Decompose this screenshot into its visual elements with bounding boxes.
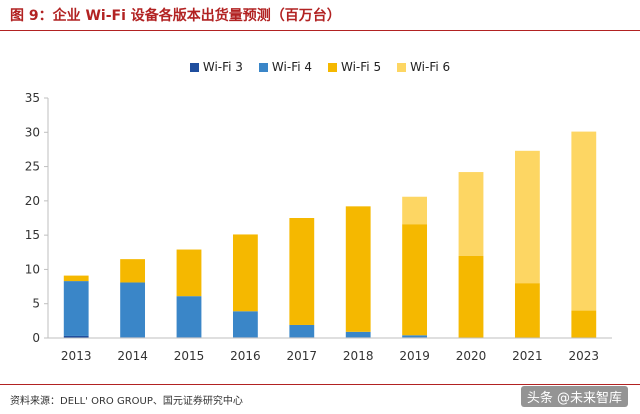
y-tick-label: 30 <box>25 125 40 139</box>
title-divider <box>0 30 640 31</box>
bar-wi-fi-4-2018 <box>345 331 371 338</box>
bar-wi-fi-4-2016 <box>232 311 258 338</box>
watermark: 头条 @未来智库 <box>520 386 628 407</box>
legend-swatch <box>397 62 407 72</box>
bar-wi-fi-5-2021 <box>514 283 540 338</box>
bar-wi-fi-4-2013 <box>63 281 89 336</box>
x-tick-label: 2014 <box>117 349 148 363</box>
bar-wi-fi-5-2019 <box>402 224 428 336</box>
bar-wi-fi-6-2023 <box>571 131 597 311</box>
y-tick-label: 15 <box>25 228 40 242</box>
y-tick-label: 25 <box>25 160 40 174</box>
bar-wi-fi-4-2017 <box>289 324 315 338</box>
bar-wi-fi-6-2019 <box>402 196 428 225</box>
x-tick-label: 2021 <box>512 349 543 363</box>
bar-wi-fi-6-2020 <box>458 172 484 256</box>
x-tick-label: 2017 <box>287 349 318 363</box>
x-tick-label: 2016 <box>230 349 261 363</box>
legend-item-wi-fi-3: Wi-Fi 3 <box>189 60 243 74</box>
y-tick-label: 10 <box>25 262 40 276</box>
legend-item-wi-fi-4: Wi-Fi 4 <box>258 60 312 74</box>
legend-item-wi-fi-5: Wi-Fi 5 <box>328 60 381 74</box>
y-tick-label: 20 <box>25 194 40 208</box>
x-tick-label: 2019 <box>399 349 430 363</box>
bar-wi-fi-6-2021 <box>514 150 540 284</box>
bar-wi-fi-5-2015 <box>176 249 202 297</box>
bar-wi-fi-5-2013 <box>63 275 89 282</box>
legend-label: Wi-Fi 6 <box>410 60 451 74</box>
bar-wi-fi-4-2019 <box>402 335 428 338</box>
y-tick-label: 35 <box>25 91 40 105</box>
bar-wi-fi-4-2014 <box>120 282 146 338</box>
legend-label: Wi-Fi 3 <box>202 60 243 74</box>
chart-plot: 0 5 10 15 20 25 30 35 2013 2014 2015 2016 2017 2018 20… <box>25 91 612 363</box>
bar-wi-fi-3-2013 <box>63 335 89 338</box>
bar-wi-fi-5-2018 <box>345 206 371 332</box>
legend-item-wi-fi-6: Wi-Fi 6 <box>397 60 450 74</box>
chart-legend: Wi-Fi 3 Wi-Fi 4 Wi-Fi 5 Wi-Fi 6 <box>0 58 640 76</box>
source-note: 资料来源：DELL' ORO GROUP、国元证券研究中心 <box>10 396 243 407</box>
legend-label: Wi-Fi 5 <box>341 60 382 74</box>
x-tick-label: 2018 <box>343 349 374 363</box>
bar-wi-fi-5-2014 <box>120 259 146 283</box>
y-tick-label: 0 <box>32 331 40 345</box>
bar-wi-fi-5-2023 <box>571 310 597 338</box>
y-tick-label: 5 <box>32 297 40 311</box>
bar-wi-fi-5-2017 <box>289 218 315 325</box>
bar-wi-fi-5-2016 <box>232 234 258 312</box>
x-tick-label: 2013 <box>61 349 92 363</box>
legend-label: Wi-Fi 4 <box>271 60 312 74</box>
x-tick-label: 2023 <box>569 349 600 363</box>
bar-wi-fi-5-2020 <box>458 255 484 338</box>
source-divider <box>0 384 640 385</box>
legend-swatch <box>328 62 337 72</box>
bar-wi-fi-4-2015 <box>176 296 202 338</box>
legend-swatch <box>189 62 199 72</box>
x-tick-label: 2020 <box>456 349 487 363</box>
chart-title: 图 9：企业 Wi-Fi 设备各版本出货量预测（百万台） <box>10 8 341 24</box>
x-tick-label: 2015 <box>174 349 205 363</box>
legend-swatch <box>258 62 268 72</box>
